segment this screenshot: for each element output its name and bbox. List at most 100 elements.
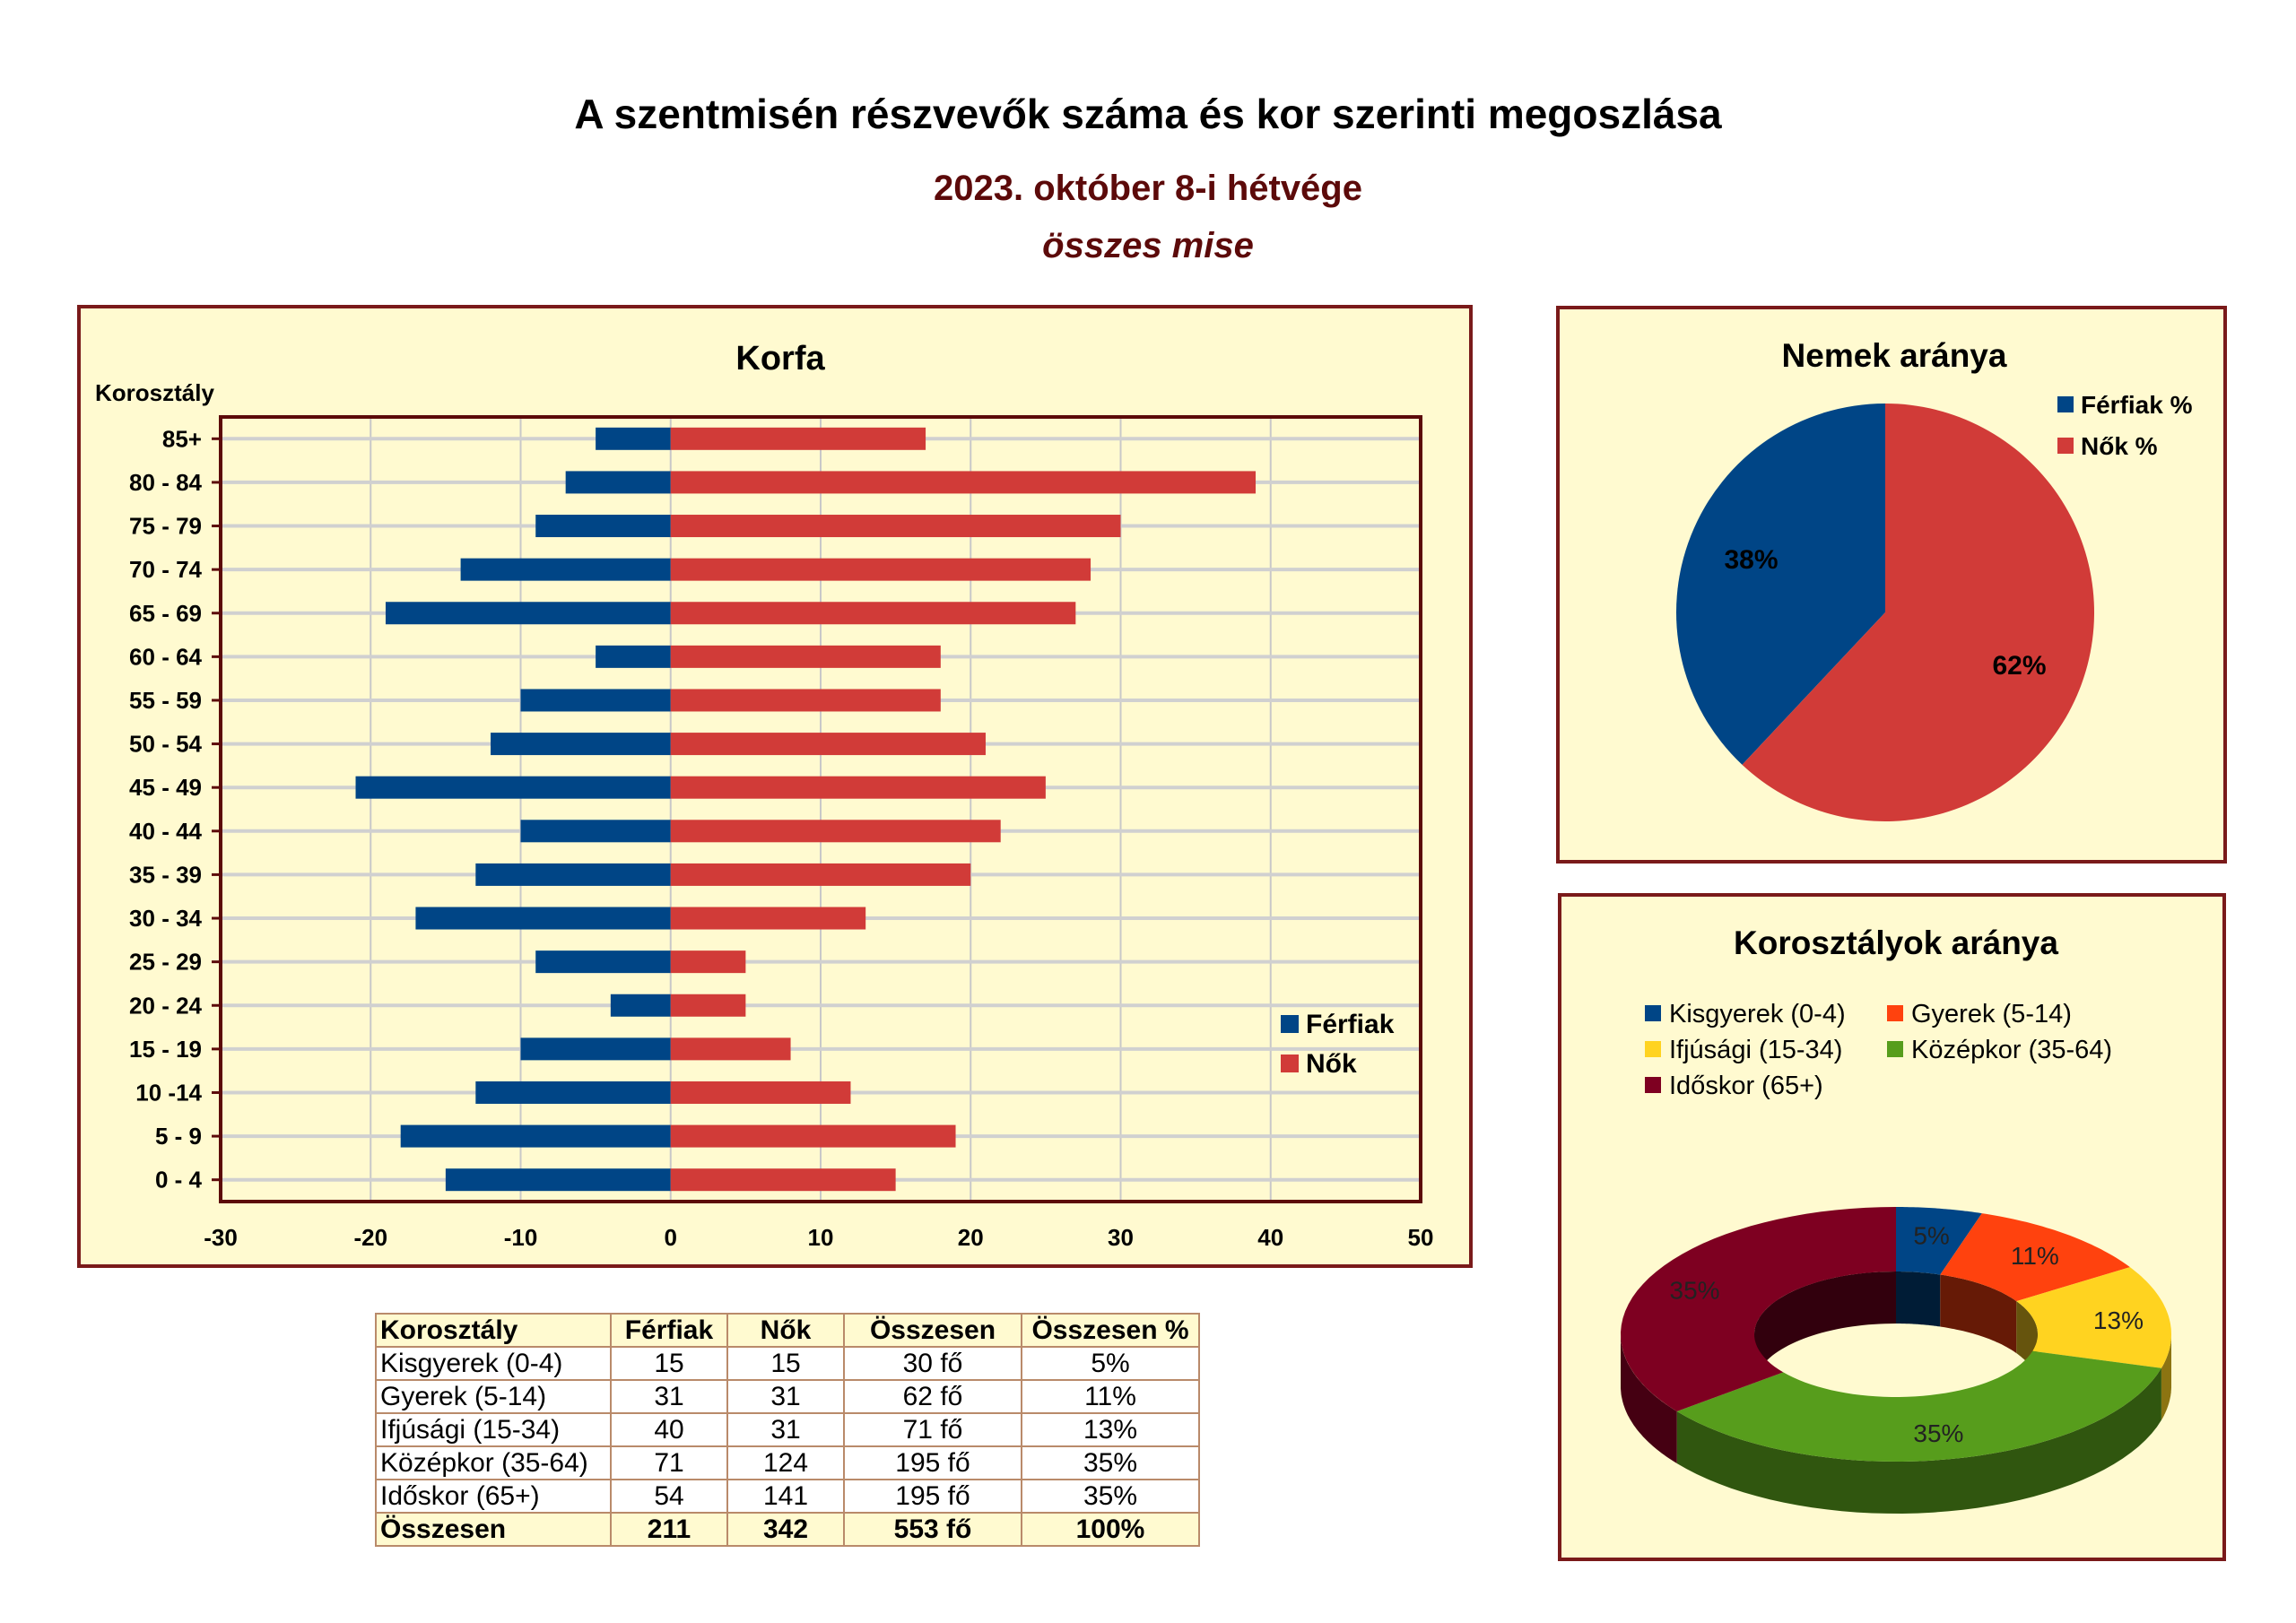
- legend-label: Férfiak: [1306, 1010, 1395, 1039]
- bar-female: [670, 427, 926, 450]
- y-tick-label: 60 - 64: [129, 643, 202, 670]
- bar-female: [670, 1124, 956, 1148]
- y-tick-label: 75 - 79: [129, 513, 202, 540]
- legend-swatch: [1887, 1041, 1903, 1057]
- gender-svg: Nemek aránya 38% 62% Férfiak % Nők %: [1676, 337, 2193, 821]
- table-cell: 342: [726, 1512, 845, 1547]
- pie-data-label: 38%: [1724, 545, 1778, 575]
- donut-outer-wall: [1676, 1367, 2161, 1514]
- legend-swatch: [1645, 1077, 1661, 1093]
- x-tick-label: -10: [504, 1224, 538, 1251]
- bar-female: [670, 733, 986, 756]
- bar-male: [445, 1168, 671, 1192]
- legend-swatch: [1645, 1005, 1661, 1021]
- table-cell: 141: [726, 1479, 845, 1514]
- bar-male: [475, 863, 671, 886]
- gender-ratio-chart: Nemek aránya 38% 62% Férfiak % Nők %: [1556, 306, 2227, 864]
- pie-slice: [1742, 404, 2094, 821]
- bar-female: [670, 471, 1257, 494]
- bar-male: [596, 427, 671, 450]
- y-tick-label: 10 -14: [135, 1079, 202, 1106]
- bar-male: [596, 645, 671, 668]
- table-cell: 31: [610, 1379, 728, 1414]
- donut-inner-wall: [1896, 1271, 1941, 1327]
- donut-inner-wall: [1940, 1274, 2017, 1354]
- page-title: A szentmisén részvevők száma és kor szer…: [574, 91, 1722, 137]
- bar-female: [670, 645, 941, 668]
- x-tick-label: 20: [958, 1224, 984, 1251]
- table-row: Ifjúsági (15-34) 40 31 71 fő 13%: [375, 1412, 1200, 1447]
- y-tick-label: 0 - 4: [155, 1167, 203, 1193]
- y-axis-title: Korosztály: [95, 379, 214, 406]
- table-cell: 195 fő: [843, 1479, 1022, 1514]
- donut-slice: [1676, 1350, 2161, 1462]
- donut-inner-wall: [1754, 1271, 1896, 1386]
- y-tick-label: 35 - 39: [129, 861, 202, 888]
- table-cell: 71 fő: [843, 1412, 1022, 1447]
- y-tick-label: 25 - 29: [129, 949, 202, 976]
- legend-label: Időskor (65+): [1669, 1072, 1823, 1100]
- table-cell: 100%: [1021, 1512, 1200, 1547]
- legend-label: Ifjúsági (15-34): [1669, 1036, 1842, 1064]
- y-tick-label: 40 - 44: [129, 818, 202, 845]
- y-tick-label: 70 - 74: [129, 556, 202, 583]
- x-tick-label: -20: [353, 1224, 387, 1251]
- age-svg: Korosztályok aránya Kisgyerek (0-4) Gyerek…: [1621, 924, 2171, 1514]
- table-cell: 211: [610, 1512, 728, 1547]
- page-subtitle: 2023. október 8-i hétvége: [934, 169, 1362, 208]
- legend-swatch: [1887, 1005, 1903, 1021]
- y-tick-label: 45 - 49: [129, 774, 202, 801]
- table-cell: Kisgyerek (0-4): [375, 1346, 612, 1381]
- page-subtitle-2: összes mise: [1042, 226, 1254, 265]
- y-tick-label: 80 - 84: [129, 469, 202, 496]
- table-row: Időskor (65+) 54 141 195 fő 35%: [375, 1479, 1200, 1514]
- legend-label: Kisgyerek (0-4): [1669, 1000, 1846, 1028]
- y-tick-label: 5 - 9: [155, 1123, 202, 1150]
- x-tick-label: -30: [204, 1224, 238, 1251]
- y-tick-label: 15 - 19: [129, 1036, 202, 1063]
- table-cell: 35%: [1021, 1445, 1200, 1480]
- donut-data-label: 35%: [1913, 1419, 1963, 1447]
- table-row: Középkor (35-64) 71 124 195 fő 35%: [375, 1445, 1200, 1480]
- table-cell: 31: [726, 1379, 845, 1414]
- table-cell: 124: [726, 1445, 845, 1480]
- y-tick-label: 55 - 59: [129, 687, 202, 714]
- x-tick-label: 10: [808, 1224, 834, 1251]
- bar-female: [670, 820, 1001, 843]
- bar-female: [670, 602, 1076, 625]
- bar-female: [670, 863, 971, 886]
- legend-swatch: [2057, 438, 2074, 454]
- x-tick-label: 30: [1108, 1224, 1134, 1251]
- donut-slice: [2016, 1267, 2171, 1368]
- legend-swatch: [1645, 1041, 1661, 1057]
- table-header-cell: Összesen %: [1021, 1313, 1200, 1348]
- bar-male: [355, 776, 671, 799]
- pie-data-label: 62%: [1992, 651, 2046, 681]
- bar-female: [670, 689, 941, 712]
- population-pyramid-chart: Korfa Korosztály -30 -20 -10 0 10 20 30 40 50 85+ 80…: [77, 305, 1473, 1268]
- donut-data-label: 5%: [1913, 1221, 1949, 1249]
- bar-male: [491, 733, 671, 756]
- legend-label: Középkor (35-64): [1911, 1036, 2112, 1064]
- legend-label: Gyerek (5-14): [1911, 1000, 2072, 1028]
- table-cell: 30 fő: [843, 1346, 1022, 1381]
- bar-male: [520, 689, 671, 712]
- table-cell: 11%: [1021, 1379, 1200, 1414]
- table-cell: 62 fő: [843, 1379, 1022, 1414]
- table-cell: Időskor (65+): [375, 1479, 612, 1514]
- legend-label: Nők: [1306, 1049, 1357, 1079]
- table-cell: 54: [610, 1479, 728, 1514]
- x-tick-label: 50: [1408, 1224, 1434, 1251]
- bar-male: [535, 950, 671, 974]
- bar-male: [475, 1081, 671, 1104]
- bar-female: [670, 776, 1046, 799]
- summary-table: Korosztály Férfiak Nők Összesen Összesen…: [375, 1313, 1200, 1547]
- table-cell: 31: [726, 1412, 845, 1447]
- table-cell: 553 fő: [843, 1512, 1022, 1547]
- bar-male: [610, 994, 671, 1017]
- table-row: Gyerek (5-14) 31 31 62 fő 11%: [375, 1379, 1200, 1414]
- bar-female: [670, 907, 866, 930]
- bar-female: [670, 1037, 791, 1061]
- table-header-row: Korosztály Férfiak Nők Összesen Összesen…: [375, 1313, 1200, 1348]
- bar-female: [670, 994, 746, 1017]
